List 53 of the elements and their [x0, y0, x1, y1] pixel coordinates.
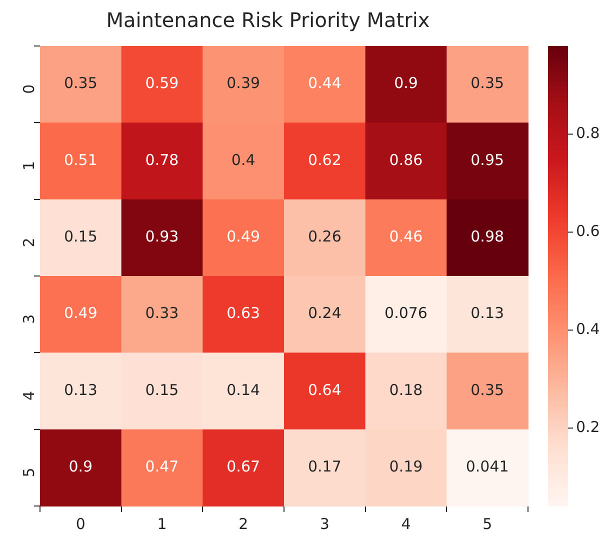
- data-label: 0.67: [226, 458, 260, 476]
- data-label: 0.86: [389, 150, 423, 169]
- data-label: 0.9: [68, 458, 93, 476]
- color-bar-label: 0.6: [576, 222, 600, 240]
- data-label: 0.4: [231, 150, 256, 169]
- data-label: 0.49: [226, 228, 260, 246]
- data-label: 0.35: [470, 380, 504, 399]
- data-label: 0.47: [145, 458, 179, 476]
- data-label: 0.15: [64, 228, 98, 246]
- y-tick-label: 1: [20, 161, 38, 171]
- data-label: 0.24: [308, 304, 342, 322]
- y-tick-label: 0: [20, 84, 38, 94]
- color-bar-label: 0.4: [576, 320, 600, 338]
- data-label: 0.98: [470, 228, 504, 246]
- data-label: 0.49: [64, 304, 98, 322]
- x-tick-label: 0: [76, 514, 86, 533]
- data-label: 0.39: [226, 74, 260, 92]
- color-bar-label: 0.2: [576, 418, 600, 436]
- x-tick-label: 5: [482, 514, 492, 533]
- data-label: 0.14: [226, 380, 260, 399]
- data-label: 0.15: [145, 380, 179, 399]
- data-label: 0.19: [389, 458, 423, 476]
- data-label: 0.59: [145, 74, 179, 92]
- chart-title: Maintenance Risk Priority Matrix: [106, 8, 430, 32]
- data-label: 0.26: [308, 228, 342, 246]
- x-tick-label: 4: [401, 514, 411, 533]
- y-tick-label: 4: [20, 391, 38, 401]
- data-label: 0.13: [470, 304, 504, 322]
- data-label: 0.78: [145, 150, 179, 169]
- data-label: 0.076: [384, 304, 428, 322]
- data-label: 0.95: [470, 150, 504, 169]
- data-label: 0.62: [308, 150, 342, 169]
- y-tick-label: 3: [20, 314, 38, 324]
- data-label: 0.9: [394, 74, 418, 92]
- x-tick-label: 3: [320, 514, 330, 533]
- data-label: 0.041: [466, 458, 509, 476]
- data-label: 0.17: [308, 458, 342, 476]
- data-label: 0.35: [64, 74, 98, 92]
- x-tick-label: 1: [157, 514, 167, 533]
- data-label: 0.18: [389, 380, 423, 399]
- data-label: 0.35: [470, 74, 504, 92]
- data-label: 0.46: [389, 228, 423, 246]
- color-bar-label: 0.8: [576, 124, 600, 142]
- data-label: 0.64: [308, 380, 342, 399]
- data-label: 0.33: [145, 304, 179, 322]
- data-label: 0.63: [226, 304, 260, 322]
- y-tick-label: 2: [20, 238, 38, 248]
- y-tick-label: 5: [20, 468, 38, 478]
- data-label: 0.44: [308, 74, 342, 92]
- data-label: 0.51: [64, 150, 98, 169]
- data-label: 0.93: [145, 228, 179, 246]
- data-label: 0.13: [64, 380, 98, 399]
- x-tick-label: 2: [238, 514, 248, 533]
